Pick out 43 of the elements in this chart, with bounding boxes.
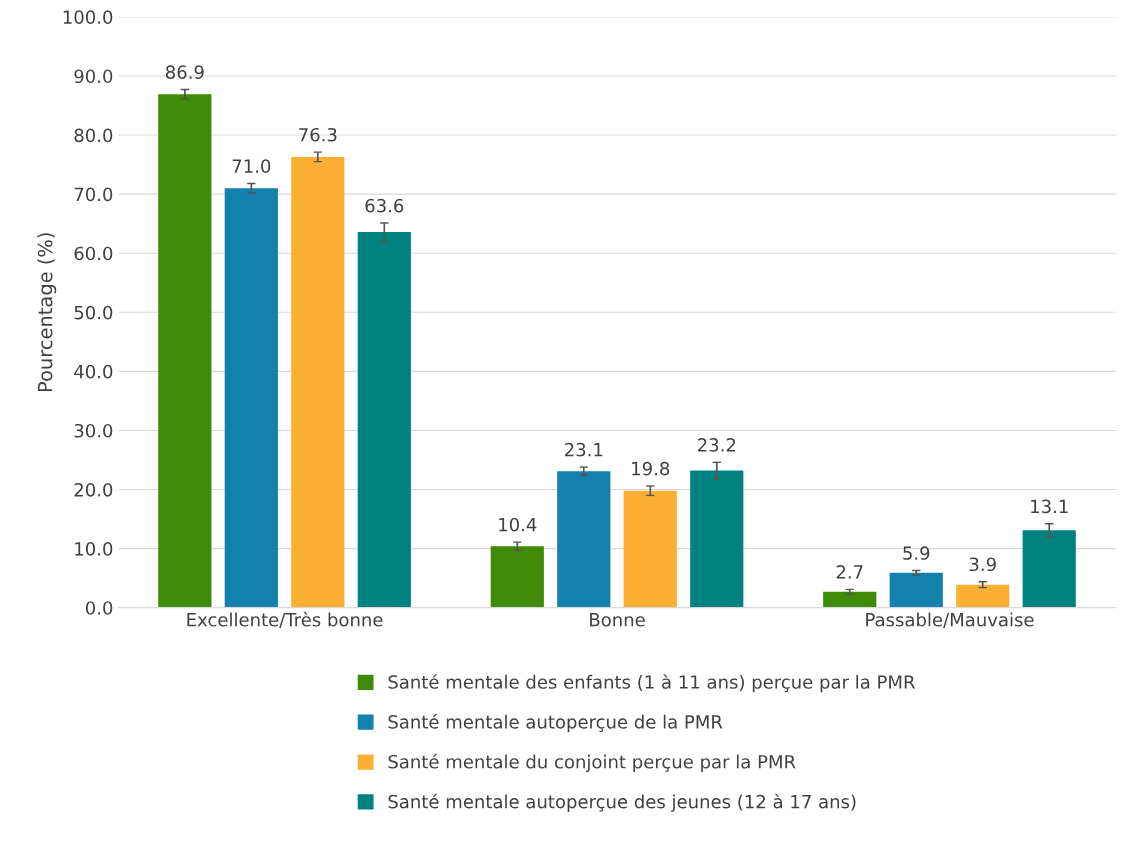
text: 5.9 [903,546,930,560]
x-tick-label: Excellente/Très bonne [187,611,383,628]
bar [1022,530,1076,608]
y-tick-label: 20.0 [74,482,113,497]
bar [690,470,744,608]
text: 2.7 [836,565,863,579]
y-tick-label: 100.0 [63,10,113,24]
bar [224,188,278,608]
y-tick-label: 0.0 [85,601,113,615]
y-tick-label: 60.0 [74,246,113,261]
bar [823,591,877,608]
bar [956,584,1010,608]
y-tick-label: 50.0 [74,305,113,320]
y-tick-label: 40.0 [74,364,113,379]
bar [357,231,411,608]
bar [557,471,611,608]
text: 76.3 [299,127,337,142]
text: 23.1 [565,442,603,457]
text: 10.4 [499,517,537,532]
legend-label: Santé mentale autoperçue des jeunes (12 à 17 ans) [388,793,856,812]
bar [490,546,544,608]
text: 71.0 [232,159,271,173]
text: 23.2 [697,438,736,452]
legend-label: Santé mentale autoperçue de la PMR [388,714,723,733]
x-tick-label: Bonne [590,613,645,627]
x-tick-label: Passable/Mauvaise [866,612,1034,628]
bar [889,572,943,608]
y-axis-title: Pourcentage (%) [37,233,57,392]
bar [158,94,212,608]
text: 86.9 [165,65,204,79]
legend-label: Santé mentale des enfants (1 à 11 ans) perçue par la PMR [388,674,916,693]
text: 3.9 [969,557,996,572]
y-tick-label: 90.0 [74,69,113,84]
bar [623,490,677,608]
text: 13.1 [1031,499,1068,514]
y-tick-label: 70.0 [74,187,113,202]
bar [291,156,345,608]
y-tick-label: 80.0 [74,128,113,143]
y-tick-label: 10.0 [75,542,113,556]
text: 19.8 [632,461,670,476]
y-tick-label: 30.0 [74,423,113,438]
text: 63.6 [365,198,404,213]
legend-label: Santé mentale du conjoint perçue par la PMR [388,753,796,773]
